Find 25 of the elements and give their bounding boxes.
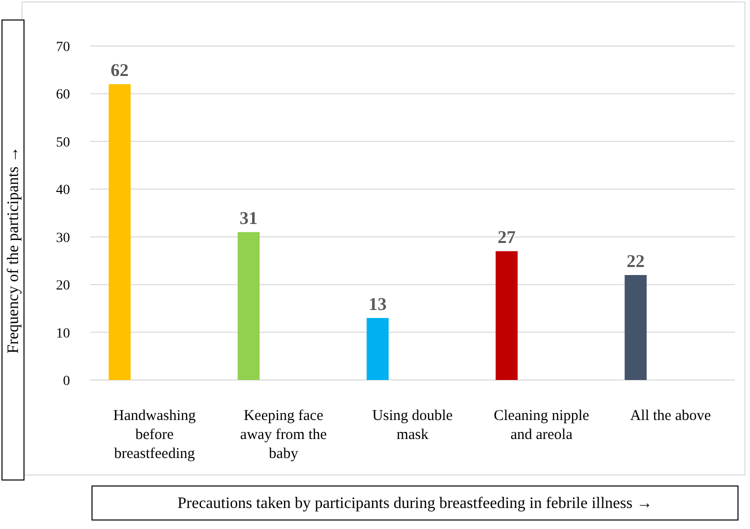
data-label: 22 <box>626 251 645 272</box>
x-tick-label: Cleaning nipple and areola <box>494 408 590 443</box>
x-tick-label: All the above <box>630 408 712 424</box>
x-tick-label: Keeping face away from the baby <box>240 408 328 462</box>
y-tick-label: 40 <box>56 183 70 198</box>
bar <box>108 84 131 380</box>
y-tick-label: 60 <box>56 88 70 103</box>
x-tick-label: Handwashing before breastfeeding <box>113 408 196 462</box>
y-tick-label: 0 <box>63 374 70 389</box>
x-tick-label: Using double mask <box>372 408 454 443</box>
bar <box>238 232 260 380</box>
bar <box>624 275 647 380</box>
data-label: 62 <box>110 60 129 80</box>
bar <box>496 251 518 380</box>
data-label: 31 <box>240 208 258 228</box>
y-tick-label: 10 <box>56 326 70 342</box>
data-label: 27 <box>498 227 516 248</box>
y-tick-label: 70 <box>56 40 70 55</box>
y-tick-label: 20 <box>56 278 70 294</box>
y-axis-title: Frequency of the participants → <box>5 146 22 354</box>
bar <box>366 318 389 380</box>
x-axis-title: Precautions taken by participants during breastfeeding in febrile illness → <box>178 495 652 512</box>
data-label: 13 <box>368 294 387 314</box>
y-tick-label: 50 <box>56 135 70 150</box>
y-tick-label: 30 <box>56 230 70 246</box>
